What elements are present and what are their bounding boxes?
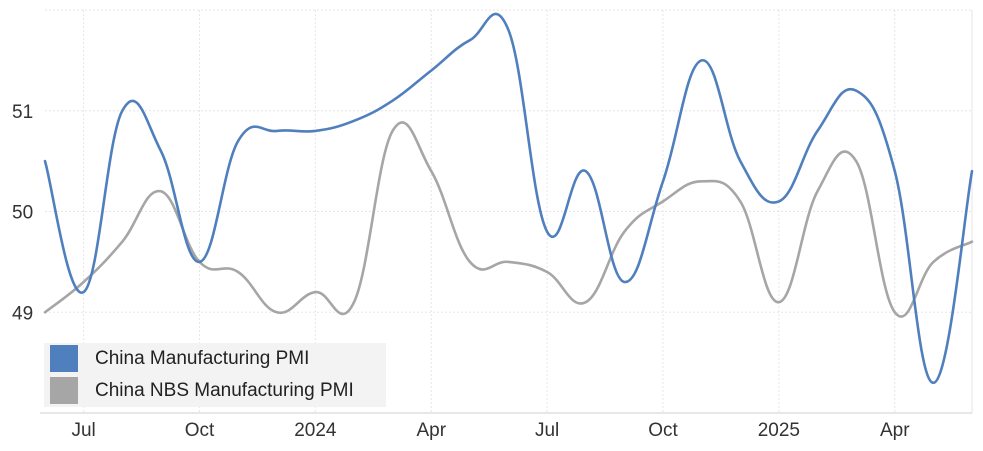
x-tick-label: Oct (648, 420, 678, 441)
y-tick-label: 49 (12, 303, 33, 324)
series-line-nbs-manufacturing-pmi (43, 121, 974, 318)
gridlines (45, 9, 973, 413)
series-line-manufacturing-pmi (43, 12, 974, 385)
x-tick-label: 2024 (294, 420, 337, 441)
legend-swatch-nbs-manufacturing-pmi (50, 377, 78, 404)
y-axis-labels: 49 50 51 (12, 102, 33, 325)
legend-label-manufacturing-pmi: China Manufacturing PMI (95, 348, 309, 369)
x-tick-label: Jul (535, 420, 559, 441)
series-lines (43, 12, 974, 385)
legend-background (44, 343, 386, 407)
y-tick-label: 51 (12, 102, 33, 123)
legend-swatch-manufacturing-pmi (50, 345, 78, 372)
x-tick-label: Apr (416, 420, 446, 441)
x-tick-label: 2025 (758, 420, 800, 441)
legend: China Manufacturing PMI China NBS Manufa… (44, 343, 386, 407)
x-tick-label: Apr (880, 420, 910, 441)
legend-label-nbs-manufacturing-pmi: China NBS Manufacturing PMI (95, 380, 354, 401)
x-axis-labels: Jul Oct 2024 Apr Jul Oct 2025 Apr (71, 420, 910, 441)
x-tick-label: Jul (71, 420, 95, 441)
x-tick-label: Oct (185, 420, 215, 441)
y-tick-label: 50 (12, 203, 33, 224)
